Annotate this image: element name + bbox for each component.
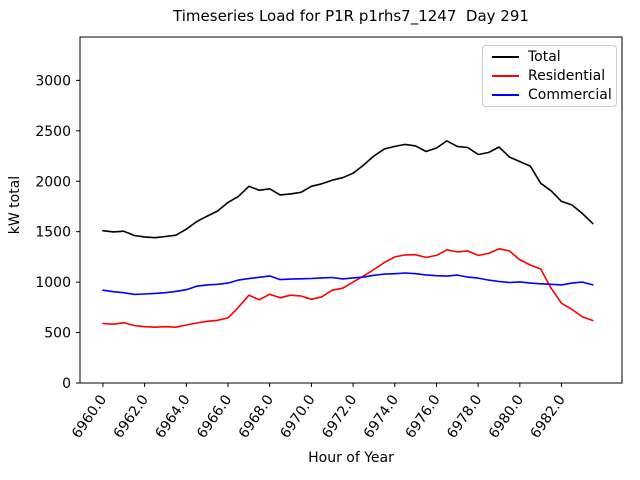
x-tick-label: 6976.0 (403, 392, 444, 441)
y-tick-label: 1500 (35, 225, 71, 241)
legend-item-total: Total (492, 48, 616, 67)
legend-label-total: Total (528, 48, 561, 65)
x-axis-label: Hour of Year (308, 450, 394, 466)
residential-line-swatch (492, 75, 519, 77)
chart-title: Timeseries Load for P1R p1rhs7_1247 Day … (173, 7, 529, 25)
legend-item-residential: Residential (492, 67, 616, 86)
y-tick-label: 3000 (35, 73, 71, 89)
y-axis-label: kW total (7, 175, 23, 235)
x-tick-label: 6980.0 (486, 392, 527, 441)
x-tick-label: 6974.0 (361, 392, 402, 441)
y-tick-label: 500 (44, 326, 71, 342)
x-tick-label: 6964.0 (152, 392, 193, 441)
residential-line (102, 248, 594, 329)
legend: Total Residential Commercial (482, 45, 617, 107)
commercial-line-swatch (492, 94, 519, 96)
x-tick-label: 6960.0 (69, 392, 110, 441)
x-tick-label: 6970.0 (277, 392, 318, 441)
total-line-swatch (492, 56, 519, 58)
legend-label-residential: Residential (528, 67, 606, 84)
x-tick-label: 6982.0 (528, 392, 569, 441)
y-tick-label: 1000 (35, 275, 71, 291)
x-tick-label: 6978.0 (444, 392, 485, 441)
total-line (102, 140, 594, 239)
y-tick-label: 0 (62, 376, 71, 392)
x-tick-label: 6968.0 (236, 392, 277, 441)
commercial-line (102, 272, 594, 296)
y-tick-label: 2000 (35, 174, 71, 190)
legend-label-commercial: Commercial (528, 86, 612, 103)
legend-item-commercial: Commercial (492, 86, 616, 105)
axes-spines (79, 36, 623, 384)
y-tick-label: 2500 (35, 124, 71, 140)
x-tick-label: 6966.0 (194, 392, 235, 441)
x-tick-label: 6962.0 (111, 392, 152, 441)
x-tick-label: 6972.0 (319, 392, 360, 441)
